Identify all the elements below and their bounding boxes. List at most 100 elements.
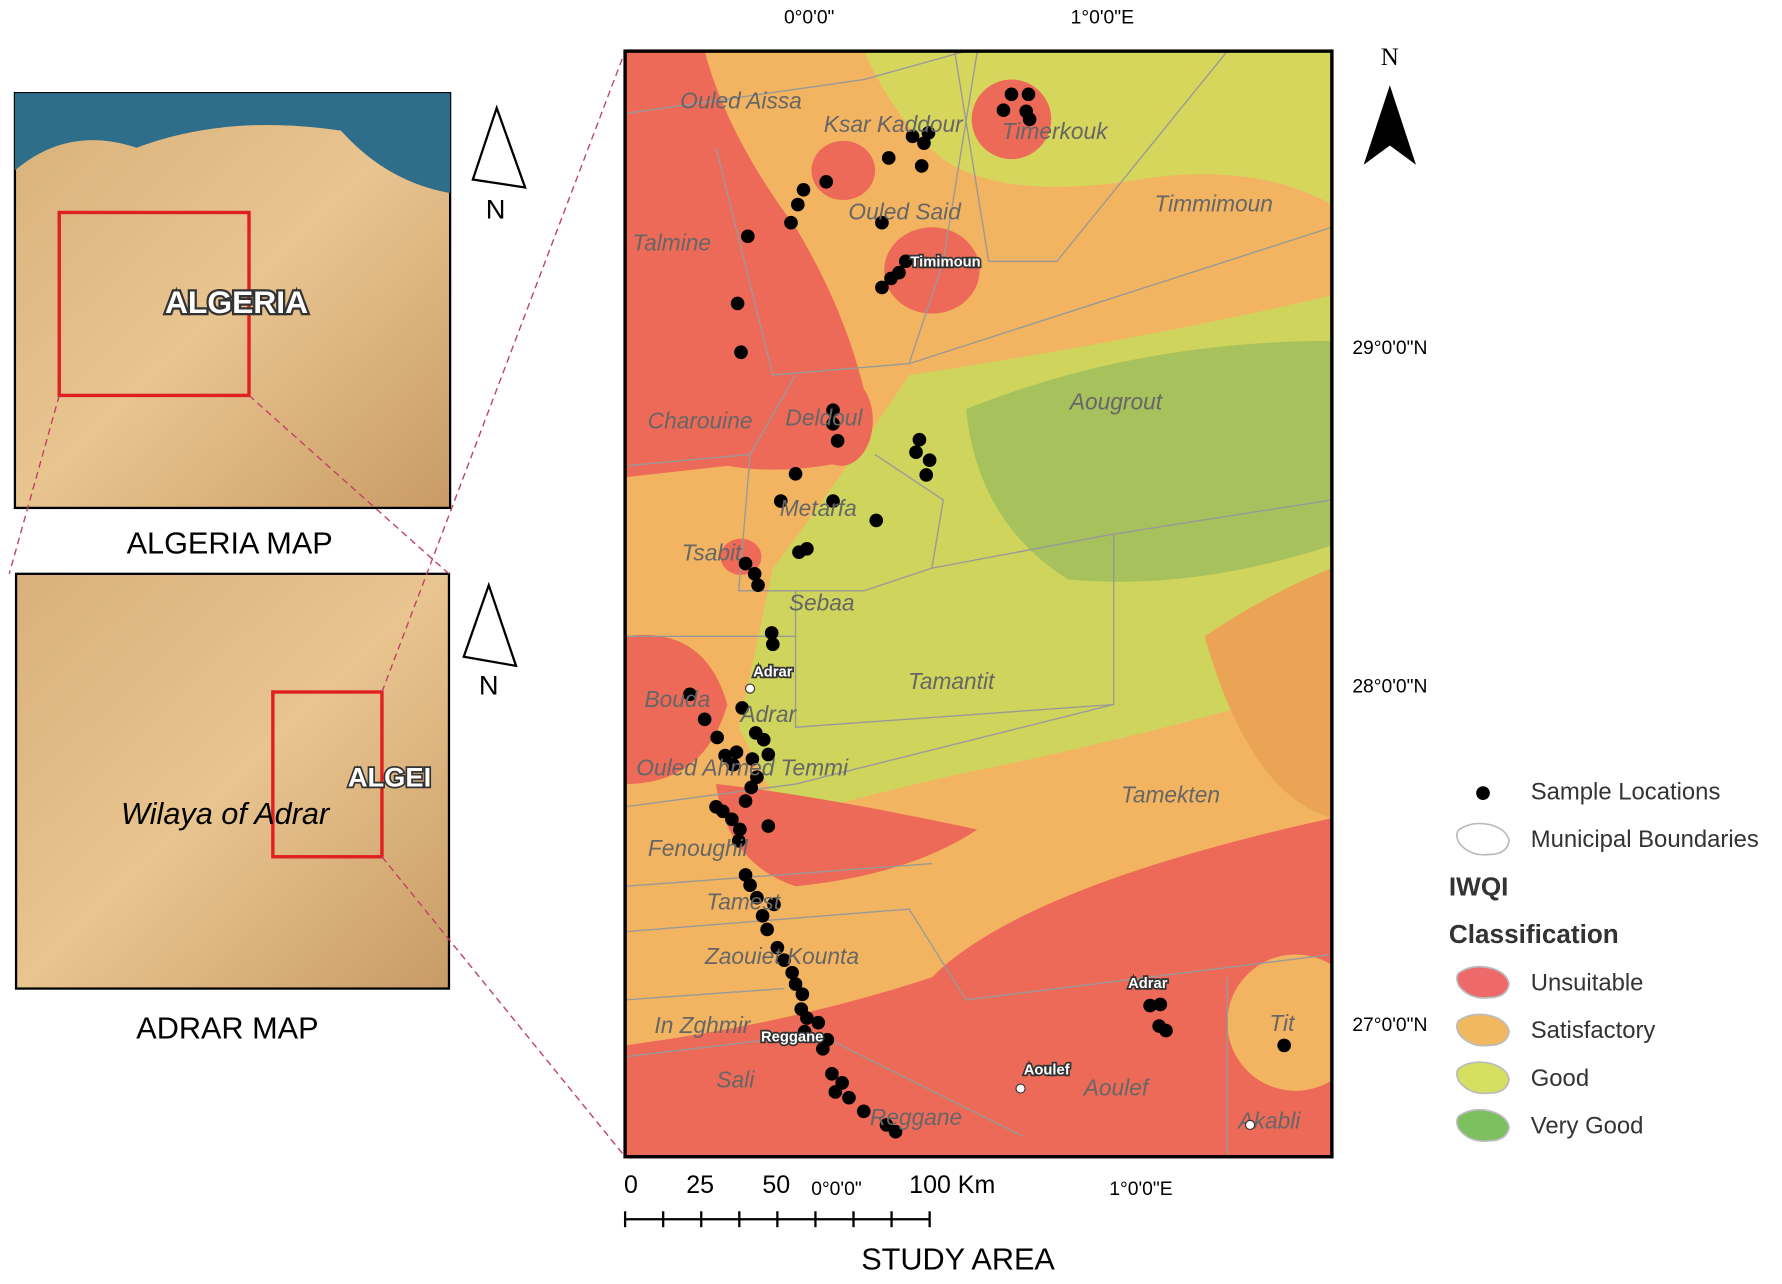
place-label: Ouled Ahmed Temmi bbox=[636, 754, 849, 780]
place-label: Aougrout bbox=[1068, 388, 1164, 414]
legend-label: Good bbox=[1531, 1065, 1589, 1092]
place-label: Akabli bbox=[1236, 1108, 1301, 1134]
sample-location bbox=[909, 445, 923, 460]
sample-location bbox=[869, 513, 884, 528]
sample-location bbox=[1143, 998, 1157, 1013]
town-marker bbox=[1015, 1083, 1026, 1094]
sample-location bbox=[912, 432, 927, 447]
sample-location bbox=[683, 687, 697, 702]
sample-location bbox=[826, 494, 840, 508]
sample-location bbox=[796, 182, 811, 197]
north-label: N bbox=[479, 670, 499, 701]
place-label: Charouine bbox=[648, 408, 753, 434]
sample-location bbox=[734, 345, 748, 360]
place-label: Zaouiet Kounta bbox=[704, 943, 859, 969]
sample-location bbox=[917, 136, 931, 150]
place-label: Metarfa bbox=[780, 495, 857, 521]
legend-swatch bbox=[1456, 1061, 1511, 1095]
sample-location bbox=[710, 730, 724, 745]
sample-location bbox=[773, 494, 788, 508]
legend-label: Satisfactory bbox=[1531, 1017, 1656, 1044]
place-label: Tamekten bbox=[1121, 782, 1220, 808]
sample-location bbox=[756, 732, 771, 747]
coord-label: 28°0'0"N bbox=[1352, 677, 1427, 698]
sample-location bbox=[1004, 87, 1019, 102]
caption: ALGERIA MAP bbox=[127, 527, 333, 561]
sample-location bbox=[1159, 1023, 1173, 1038]
place-label: Tit bbox=[1269, 1010, 1296, 1036]
sample-location bbox=[830, 434, 845, 448]
sample-location bbox=[811, 1015, 826, 1030]
caption: STUDY AREA bbox=[861, 1242, 1055, 1276]
town-marker bbox=[744, 683, 756, 694]
sample-location bbox=[791, 197, 805, 212]
sample-location bbox=[996, 103, 1011, 118]
sample-location bbox=[730, 296, 745, 311]
coord-label: 0°0'0" bbox=[784, 7, 835, 28]
sample-location bbox=[797, 1024, 812, 1039]
sample-location bbox=[760, 922, 774, 937]
sample-location bbox=[770, 940, 785, 955]
map-label: Wilaya of Adrar bbox=[121, 797, 331, 831]
place-label: Sali bbox=[716, 1067, 755, 1093]
coord-label: 1°0'0"E bbox=[1071, 7, 1134, 28]
place-label: Fenoughil bbox=[648, 835, 749, 861]
sample-location bbox=[1153, 997, 1168, 1012]
sample-location bbox=[1022, 112, 1037, 127]
sample-location bbox=[825, 1066, 839, 1081]
sample-location bbox=[716, 804, 730, 819]
sample-location bbox=[751, 578, 765, 593]
scale-label: 25 bbox=[686, 1171, 714, 1199]
sample-location bbox=[788, 467, 803, 481]
inset-box bbox=[57, 210, 251, 398]
legend-symbol bbox=[1476, 786, 1490, 800]
sample-location bbox=[764, 626, 779, 640]
inset-box bbox=[271, 690, 384, 859]
place-label: Ouled Said bbox=[848, 199, 962, 225]
sample-location bbox=[914, 159, 929, 173]
sample-location bbox=[735, 701, 749, 715]
samples bbox=[683, 87, 1291, 1139]
sample-location bbox=[725, 812, 739, 827]
coord-label: 27°0'0"N bbox=[1352, 1015, 1427, 1036]
legend-label: Municipal Boundaries bbox=[1531, 826, 1759, 853]
sample-location bbox=[898, 254, 913, 269]
place-label: Bouda bbox=[645, 686, 711, 712]
place-label: Tamest bbox=[706, 888, 781, 914]
legend-swatch bbox=[1456, 965, 1511, 999]
sample-location bbox=[718, 748, 732, 763]
sample-location bbox=[743, 878, 757, 892]
sample-location bbox=[922, 453, 937, 468]
sample-location bbox=[747, 567, 762, 581]
map-label: ALGERIA bbox=[165, 284, 308, 320]
sample-location bbox=[697, 712, 712, 727]
sample-location bbox=[881, 151, 896, 165]
place-label: Reggane bbox=[870, 1104, 962, 1130]
sample-location bbox=[828, 1085, 843, 1099]
sample-location bbox=[1021, 87, 1036, 102]
sample-location bbox=[819, 174, 834, 189]
place-label: Adrar bbox=[739, 701, 798, 727]
coord-label: 1°0'0"E bbox=[1109, 1179, 1172, 1200]
sample-location bbox=[856, 1104, 871, 1119]
sample-location bbox=[729, 745, 744, 760]
place-label: Talmine bbox=[632, 229, 711, 255]
sample-location bbox=[738, 794, 753, 808]
scale-label: 0 bbox=[624, 1171, 638, 1199]
coord-label: 0°0'0" bbox=[811, 1179, 862, 1200]
sample-location bbox=[826, 417, 840, 431]
town-label: Adrar bbox=[1128, 976, 1168, 992]
north-arrow bbox=[1363, 85, 1416, 165]
sample-location bbox=[919, 468, 934, 482]
place-label: Timmimoun bbox=[1154, 191, 1272, 217]
scale-label: 50 bbox=[762, 1171, 790, 1199]
place-label: Aoulef bbox=[1082, 1075, 1151, 1101]
place-label: Deldoul bbox=[785, 404, 863, 430]
legend-label: Very Good bbox=[1531, 1112, 1644, 1139]
scale-label: 100 Km bbox=[909, 1171, 995, 1199]
town-label: Aoulef bbox=[1024, 1062, 1070, 1078]
sample-location bbox=[785, 965, 799, 980]
town-label: Adrar bbox=[753, 665, 793, 681]
